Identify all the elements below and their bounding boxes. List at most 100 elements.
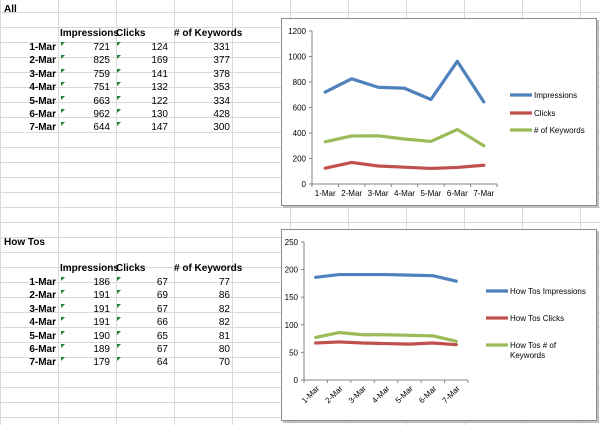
series-line-1[interactable] xyxy=(314,340,458,347)
y-tick-label: 100 xyxy=(285,321,299,330)
table-cell[interactable]: 130 xyxy=(151,109,168,120)
y-tick-label: 600 xyxy=(293,104,307,113)
error-indicator-icon xyxy=(117,109,121,113)
table-cell[interactable]: 189 xyxy=(93,344,110,355)
table-cell[interactable]: 962 xyxy=(93,109,110,120)
table-cell[interactable]: 147 xyxy=(151,122,168,134)
row-date-cell[interactable]: 1-Mar xyxy=(29,42,56,53)
table-cell[interactable]: 122 xyxy=(151,95,168,107)
column-header[interactable]: Impressions xyxy=(60,28,119,39)
x-tick-label: 3-Mar xyxy=(368,189,389,198)
table-cell[interactable]: 751 xyxy=(93,82,110,94)
table-cell[interactable]: 77 xyxy=(218,277,230,288)
row-date-cell[interactable]: 2-Mar xyxy=(29,55,56,67)
table-cell[interactable]: 80 xyxy=(218,344,230,355)
table-cell[interactable]: 66 xyxy=(156,317,168,329)
table-cell[interactable]: 169 xyxy=(151,55,168,67)
error-indicator-icon xyxy=(61,357,65,362)
table-cell[interactable]: 82 xyxy=(218,317,230,329)
row-date-cell[interactable]: 7-Mar xyxy=(29,357,56,369)
error-indicator-icon xyxy=(61,317,65,322)
error-indicator-icon xyxy=(61,330,65,335)
row-date-cell[interactable]: 6-Mar xyxy=(29,109,56,120)
column-header[interactable]: # of Keywords xyxy=(174,28,243,39)
row-date-cell[interactable]: 3-Mar xyxy=(29,303,56,315)
table-cell[interactable]: 300 xyxy=(213,122,230,134)
chart-all[interactable]: 0 200 400 600 800 1000 1200 1-Mar 2-Mar 3-Mar 4-Ma… xyxy=(281,18,597,206)
table-cell[interactable]: 132 xyxy=(151,82,168,94)
row-date-cell[interactable]: 5-Mar xyxy=(29,95,56,107)
table-cell[interactable]: 190 xyxy=(93,330,110,342)
column-header[interactable]: Clicks xyxy=(116,28,146,39)
table-cell[interactable]: 70 xyxy=(218,357,230,369)
table-cell[interactable]: 65 xyxy=(156,330,168,342)
table-cell[interactable]: 759 xyxy=(93,68,110,80)
table-cell[interactable]: 67 xyxy=(156,344,168,355)
section-title-how-tos[interactable]: How Tos xyxy=(4,237,45,248)
row-date-cell[interactable]: 1-Mar xyxy=(29,277,56,288)
column-header[interactable]: # of Keywords xyxy=(174,263,243,274)
table-cell[interactable]: 825 xyxy=(93,55,110,67)
table-cell[interactable]: 64 xyxy=(156,357,168,369)
table-cell[interactable]: 644 xyxy=(93,122,110,134)
table-cell[interactable]: 428 xyxy=(213,109,230,120)
y-tick-label: 200 xyxy=(285,266,299,275)
row-date-cell[interactable]: 7-Mar xyxy=(29,122,56,134)
x-tick-label: 4-Mar xyxy=(370,384,391,405)
table-cell[interactable]: 67 xyxy=(156,277,168,288)
table-cell[interactable]: 191 xyxy=(93,303,110,315)
series-line-0[interactable] xyxy=(323,59,486,104)
table-cell[interactable]: 334 xyxy=(213,95,230,107)
error-indicator-icon xyxy=(61,82,65,87)
error-indicator-icon xyxy=(117,82,121,87)
table-cell[interactable]: 191 xyxy=(93,317,110,329)
table-cell[interactable]: 378 xyxy=(213,68,230,80)
table-cell[interactable]: 331 xyxy=(213,42,230,53)
row-date-cell[interactable]: 3-Mar xyxy=(29,68,56,80)
error-indicator-icon xyxy=(117,344,121,348)
table-cell[interactable]: 663 xyxy=(93,95,110,107)
column-header[interactable]: Clicks xyxy=(116,263,146,274)
chart-how-tos[interactable]: 0 50 100 150 200 250 1-Mar 2-Mar 3-Mar 4-Mar 5-Mar… xyxy=(281,229,597,421)
series-line-2[interactable] xyxy=(314,330,458,343)
y-tick-label: 1200 xyxy=(288,27,306,36)
y-tick-label: 200 xyxy=(293,155,307,164)
table-cell[interactable]: 191 xyxy=(93,290,110,302)
series-line-2[interactable] xyxy=(323,127,486,148)
table-cell[interactable]: 81 xyxy=(218,330,230,342)
legend-label: Impressions xyxy=(534,91,577,100)
x-tick-label: 2-Mar xyxy=(323,384,344,405)
table-cell[interactable]: 69 xyxy=(156,290,168,302)
legend-label: How Tos # of xyxy=(510,341,557,350)
table-cell[interactable]: 179 xyxy=(93,357,110,369)
table-cell[interactable]: 353 xyxy=(213,82,230,94)
y-tick-label: 150 xyxy=(285,293,299,302)
row-date-cell[interactable]: 4-Mar xyxy=(29,317,56,329)
error-indicator-icon xyxy=(117,122,121,127)
row-date-cell[interactable]: 5-Mar xyxy=(29,330,56,342)
row-date-cell[interactable]: 4-Mar xyxy=(29,82,56,94)
x-tick-label: 7-Mar xyxy=(441,384,462,405)
error-indicator-icon xyxy=(61,122,65,127)
x-tick-label: 6-Mar xyxy=(417,384,438,405)
y-tick-label: 250 xyxy=(285,238,299,247)
error-indicator-icon xyxy=(61,344,65,348)
section-title-all[interactable]: All xyxy=(4,4,17,15)
table-cell[interactable]: 67 xyxy=(156,303,168,315)
row-date-cell[interactable]: 2-Mar xyxy=(29,290,56,302)
legend-label: How Tos Impressions xyxy=(510,287,586,296)
error-indicator-icon xyxy=(61,109,65,113)
table-cell[interactable]: 82 xyxy=(218,303,230,315)
table-cell[interactable]: 86 xyxy=(218,290,230,302)
table-cell[interactable]: 721 xyxy=(93,42,110,53)
table-cell[interactable]: 377 xyxy=(213,55,230,67)
error-indicator-icon xyxy=(117,357,121,362)
series-line-1[interactable] xyxy=(323,160,486,171)
row-date-cell[interactable]: 6-Mar xyxy=(29,344,56,355)
column-header[interactable]: Impressions xyxy=(60,263,119,274)
table-cell[interactable]: 186 xyxy=(93,277,110,288)
table-cell[interactable]: 124 xyxy=(151,42,168,53)
table-cell[interactable]: 141 xyxy=(151,68,168,80)
series-line-0[interactable] xyxy=(314,272,458,283)
